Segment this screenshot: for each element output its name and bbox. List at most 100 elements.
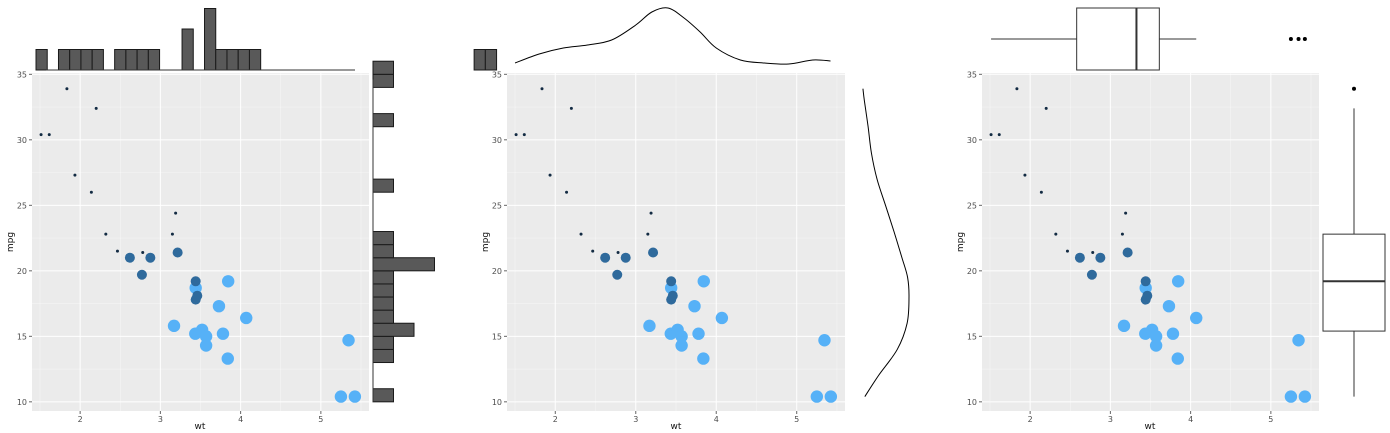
x-axis-label: wt bbox=[1145, 422, 1156, 432]
scatter-point bbox=[1284, 390, 1298, 403]
x-tick-label: 3 bbox=[158, 415, 163, 424]
y-axis-label: mpg bbox=[481, 232, 491, 252]
x-tick-label: 2 bbox=[1028, 415, 1033, 424]
scatter-point bbox=[697, 275, 710, 288]
gridlines bbox=[32, 73, 369, 411]
scatter-point bbox=[616, 250, 620, 254]
scatter-point bbox=[342, 334, 355, 347]
scatter-point bbox=[1142, 290, 1153, 301]
scatter-point bbox=[192, 290, 203, 301]
panel-boxplot: 2 3 4 5 10 15 20 25 30 35 wt mpg bbox=[956, 7, 1386, 432]
histogram-bar bbox=[484, 49, 498, 71]
scatter-point bbox=[221, 352, 234, 365]
histogram-bar bbox=[136, 49, 149, 71]
scatter-point bbox=[65, 87, 69, 91]
histogram-bar bbox=[372, 113, 394, 128]
scatter-point bbox=[1122, 247, 1133, 258]
x-axis-label: wt bbox=[195, 422, 206, 432]
scatter-point bbox=[1149, 339, 1163, 352]
scatter-point bbox=[1171, 352, 1184, 365]
boxplot-outlier bbox=[1288, 37, 1293, 41]
histogram-bar bbox=[372, 244, 394, 259]
scatter-point bbox=[666, 276, 677, 287]
histogram-bar bbox=[147, 49, 161, 71]
scatter-point bbox=[715, 311, 729, 325]
y-tick-label: 20 bbox=[492, 267, 502, 276]
scatter-point bbox=[697, 352, 710, 365]
y-tick-label: 20 bbox=[17, 267, 27, 276]
scatter-point bbox=[334, 390, 348, 403]
y-tick-label: 30 bbox=[17, 136, 27, 145]
scatter-point bbox=[997, 133, 1001, 137]
scatter-point bbox=[818, 334, 831, 347]
scatter-point bbox=[612, 269, 623, 280]
histogram-bar bbox=[181, 28, 194, 71]
x-tick-label: 3 bbox=[633, 415, 638, 424]
scatter-point bbox=[1044, 106, 1048, 110]
scatter-point bbox=[522, 133, 526, 137]
boxplot-box bbox=[1076, 7, 1160, 71]
top-histogram bbox=[35, 8, 498, 71]
scatter-point bbox=[199, 339, 213, 352]
y-axis-label: mpg bbox=[6, 232, 16, 252]
scatter-point bbox=[124, 252, 135, 263]
x-tick-label: 3 bbox=[1108, 415, 1113, 424]
panel-density: 2 3 4 5 10 15 20 25 30 35 wt mpg bbox=[481, 7, 910, 432]
scatter-points bbox=[39, 87, 362, 403]
x-tick-label: 2 bbox=[78, 415, 83, 424]
y-tick-label: 30 bbox=[492, 136, 502, 145]
scatter-point bbox=[1298, 390, 1312, 403]
scatter-point bbox=[620, 252, 631, 263]
right-density bbox=[862, 88, 910, 397]
scatter-point bbox=[648, 247, 659, 258]
scatter-point bbox=[216, 327, 230, 340]
x-tick-label: 5 bbox=[794, 415, 799, 424]
scatter-point bbox=[1065, 249, 1069, 253]
histogram-bar bbox=[226, 49, 239, 71]
histogram-bar bbox=[372, 296, 394, 311]
histogram-bar bbox=[372, 309, 394, 324]
right-histogram bbox=[372, 60, 435, 403]
histogram-bar bbox=[473, 49, 486, 71]
y-axis-label: mpg bbox=[956, 232, 966, 252]
scatter-point bbox=[136, 269, 147, 280]
histogram-bar bbox=[125, 49, 138, 71]
scatter-point bbox=[579, 232, 583, 236]
histogram-bar bbox=[237, 49, 250, 71]
scatter-point bbox=[989, 133, 993, 137]
scatter-point bbox=[115, 249, 119, 253]
x-tick-label: 5 bbox=[318, 415, 323, 424]
scatter-point bbox=[212, 299, 226, 313]
histogram-bar bbox=[91, 49, 104, 71]
top-density bbox=[514, 7, 831, 65]
scatter-point bbox=[1054, 232, 1058, 236]
histogram-bar bbox=[57, 49, 71, 71]
scatter-point bbox=[167, 319, 181, 333]
scatter-point bbox=[172, 247, 183, 258]
scatter-point bbox=[240, 311, 253, 325]
density-curve bbox=[862, 88, 910, 397]
y-tick-label: 15 bbox=[17, 332, 27, 341]
histogram-bar bbox=[372, 73, 394, 88]
y-tick-label: 25 bbox=[967, 201, 977, 210]
scatter-points bbox=[514, 87, 838, 403]
scatter-point bbox=[145, 252, 156, 263]
y-tick-label: 35 bbox=[17, 70, 27, 79]
x-tick-label: 4 bbox=[238, 415, 243, 424]
scatter-point bbox=[170, 232, 174, 236]
scatter-point bbox=[824, 390, 838, 403]
scatter-point bbox=[643, 319, 656, 333]
histogram-bar bbox=[372, 270, 394, 285]
y-tick-label: 35 bbox=[492, 70, 502, 79]
histogram-bar bbox=[69, 49, 82, 71]
gridlines bbox=[982, 73, 1319, 411]
histogram-bar bbox=[372, 231, 394, 246]
scatter-point bbox=[190, 276, 201, 287]
scatter-point bbox=[1015, 87, 1019, 91]
scatter-point bbox=[1023, 173, 1027, 177]
scatter-point bbox=[1091, 250, 1095, 254]
scatter-point bbox=[1095, 252, 1106, 263]
scatter-point bbox=[1039, 190, 1043, 194]
x-axis-label: wt bbox=[671, 422, 682, 432]
